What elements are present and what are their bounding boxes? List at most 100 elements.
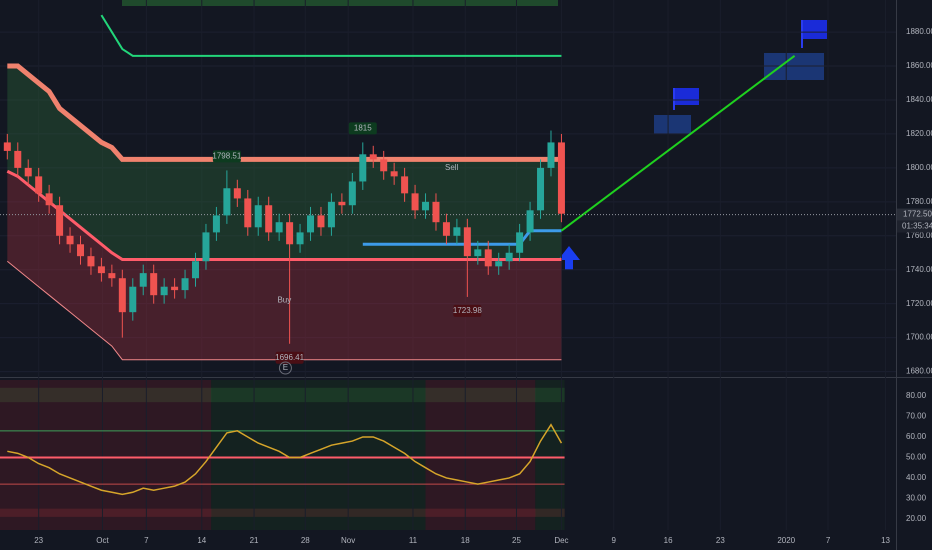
candle-body	[150, 273, 158, 296]
countdown-tag	[897, 220, 932, 233]
candle-body	[254, 205, 262, 228]
candle-body	[223, 188, 231, 216]
annotation-label: 1815	[354, 124, 372, 133]
band-line	[7, 63, 562, 162]
x-tick-label: 7	[144, 536, 149, 545]
candle-body	[212, 215, 220, 233]
signal-label: Sell	[445, 163, 459, 172]
candle-body	[14, 150, 22, 168]
candle-body	[66, 235, 74, 245]
x-tick-label: 18	[461, 536, 470, 545]
y-tick-label: 1700.00	[906, 333, 932, 342]
candle-body	[202, 232, 210, 262]
candle-body	[171, 286, 179, 291]
top-zone	[122, 0, 558, 6]
candle-body	[160, 286, 168, 296]
candle-body	[537, 167, 545, 211]
candle-body	[390, 171, 398, 177]
candle-body	[87, 256, 95, 267]
candle-body	[97, 266, 105, 274]
candle-body	[192, 261, 200, 279]
candle-body	[24, 167, 32, 177]
candle-body	[139, 273, 147, 287]
flag	[801, 20, 827, 48]
candle-body	[3, 142, 11, 151]
candle-body	[474, 249, 482, 257]
buy-arrow	[558, 246, 580, 270]
x-tick-label: 13	[881, 536, 890, 545]
annotation-label: 1696.41	[275, 353, 304, 362]
event-marker	[278, 361, 292, 375]
osc-line	[7, 423, 563, 496]
y-tick-label: 1880.00	[906, 27, 932, 36]
candle-body	[401, 176, 409, 194]
candle-body	[369, 154, 377, 160]
candle-body	[547, 142, 555, 168]
x-tick-label: 9	[611, 536, 616, 545]
y2-tick-label: 70.00	[906, 412, 927, 421]
signal-label: Buy	[277, 295, 291, 304]
candle-body	[463, 227, 471, 257]
x-tick-label: 2020	[777, 536, 795, 545]
osc-regime	[425, 380, 536, 530]
last-price-tag	[897, 208, 932, 221]
band-fill	[7, 171, 562, 360]
y2-tick-label: 80.00	[906, 391, 927, 400]
y2-tick-label: 50.00	[906, 453, 927, 462]
candle-body	[307, 215, 315, 233]
last-price-label: 1772.50	[903, 210, 932, 219]
band-line	[6, 169, 562, 262]
band-line	[362, 229, 562, 246]
x-tick-label: 25	[512, 536, 521, 545]
candle-body	[56, 205, 64, 236]
osc-regime	[535, 380, 565, 530]
candle-body	[317, 215, 325, 228]
candle-body	[286, 222, 294, 245]
annotation-box	[275, 351, 304, 364]
annotation-box	[348, 122, 377, 135]
projection-line	[560, 55, 796, 232]
annotation-label: 1723.98	[453, 306, 482, 315]
candle-body	[495, 261, 503, 267]
y-tick-label: 1800.00	[906, 163, 932, 172]
x-tick-label: 28	[301, 536, 310, 545]
candle-body	[380, 159, 388, 172]
candle-body	[118, 278, 126, 313]
osc-regime	[0, 380, 212, 530]
y-tick-label: 1780.00	[906, 197, 932, 206]
y-tick-label: 1680.00	[906, 367, 932, 376]
x-tick-label: 21	[250, 536, 259, 545]
candle-body	[422, 201, 430, 211]
y-tick-label: 1740.00	[906, 265, 932, 274]
y-tick-label: 1720.00	[906, 299, 932, 308]
candle-body	[45, 193, 53, 206]
event-label: E	[283, 363, 288, 372]
y-tick-label: 1860.00	[906, 61, 932, 70]
candle-body	[233, 188, 241, 199]
annotation-box	[212, 150, 241, 163]
y-tick-label: 1760.00	[906, 231, 932, 240]
candle-body	[453, 227, 461, 236]
y-tick-label: 1840.00	[906, 95, 932, 104]
candle-body	[275, 222, 283, 233]
flag	[673, 88, 699, 110]
candle-body	[516, 232, 524, 253]
x-tick-label: Oct	[96, 536, 109, 545]
countdown-label: 01:35:34	[902, 222, 932, 231]
x-tick-label: Nov	[341, 536, 355, 545]
candle-body	[265, 205, 273, 233]
y2-tick-label: 20.00	[906, 514, 927, 523]
x-tick-label: 14	[197, 536, 206, 545]
candle-body	[359, 154, 367, 182]
candle-body	[411, 193, 419, 211]
y2-tick-label: 60.00	[906, 432, 927, 441]
osc-regime	[211, 380, 426, 530]
band-fill	[7, 66, 562, 260]
candle-body	[244, 198, 252, 228]
candle-body	[129, 286, 137, 313]
x-tick-label: 23	[716, 536, 725, 545]
band-line	[100, 14, 562, 57]
candle-body	[505, 252, 513, 262]
y2-tick-label: 40.00	[906, 473, 927, 482]
